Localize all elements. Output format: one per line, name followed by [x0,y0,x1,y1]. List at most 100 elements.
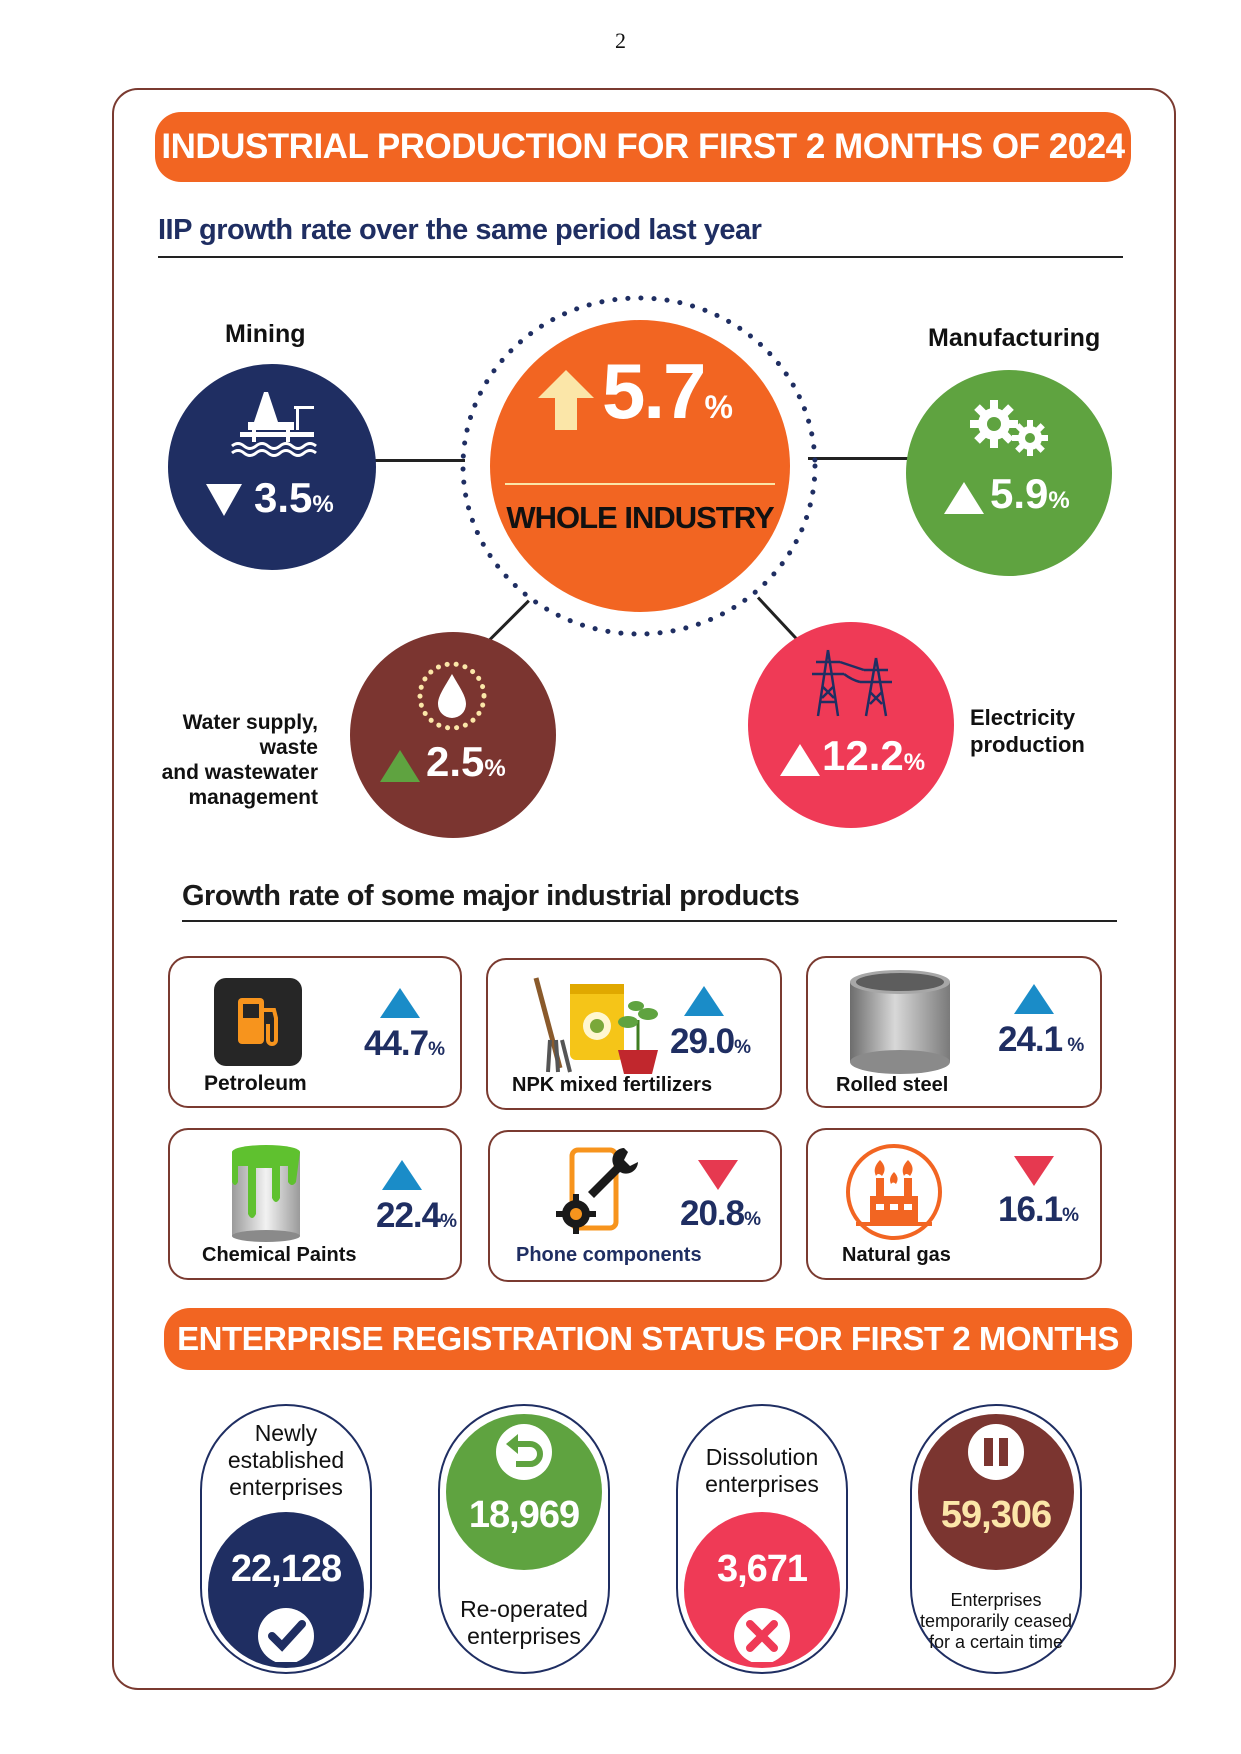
phone-tools-icon [556,1147,638,1234]
electricity-unit: % [903,749,926,776]
enterprise-circle: 18,969 [446,1414,602,1570]
water-label-line-1: Water supply, waste [182,711,318,759]
whole-industry-label: WHOLE INDUSTRY [506,500,774,535]
product-number: 16.1 [998,1190,1063,1229]
product-number: 44.7 [364,1024,429,1063]
up-arrow-icon [1014,984,1054,1014]
product-value: 29.0% [670,1022,751,1062]
enterprise-pill-dissolution: Dissolution enterprises 3,671 [676,1404,848,1674]
enterprise-label-line: enterprises [229,1474,343,1500]
water-value: 2.5% [426,738,506,786]
product-unit: % [428,1039,446,1060]
product-value: 24.1 % [998,1020,1084,1060]
enterprise-value: 3,671 [716,1548,808,1590]
enterprise-label: Re-operated enterprises [440,1596,608,1650]
enterprise-circle: 3,671 [684,1512,840,1668]
water-circle: 2.5% [350,632,556,838]
product-number: 22.4 [376,1196,441,1235]
enterprise-pill-ceased: 59,306 Enterprises temporarily ceased fo… [910,1404,1082,1674]
up-triangle-icon [780,744,820,776]
down-arrow-icon [698,1160,738,1190]
enterprise-label-line: temporarily ceased [919,1611,1073,1631]
product-name: NPK mixed fertilizers [512,1074,713,1096]
manufacturing-value: 5.9% [990,470,1070,518]
product-card-npk-fertilizers: 29.0% NPK mixed fertilizers [486,958,782,1110]
electricity-number: 12.2 [822,732,904,779]
product-name: Chemical Paints [202,1244,357,1266]
product-number: 24.1 [998,1020,1063,1059]
manufacturing-circle: 5.9% [906,370,1112,576]
product-value: 22.4% [376,1196,457,1236]
enterprise-pill-reoperated: 18,969 Re-operated enterprises [438,1404,610,1674]
section-divider [182,920,1117,922]
product-card-chemical-paints: 22.4% Chemical Paints [168,1128,462,1280]
enterprise-label-line: enterprises [467,1623,581,1649]
product-card-petroleum: 44.7% Petroleum [168,956,462,1108]
enterprise-label: Enterprises temporarily ceased for a cer… [912,1590,1080,1653]
product-value: 16.1% [998,1190,1079,1230]
up-arrow-icon [382,1160,422,1190]
whole-industry-value: 5.7% [602,346,733,437]
manufacturing-unit: % [1048,487,1070,514]
product-number: 29.0 [670,1022,735,1061]
water-label-line-2: and wastewater [161,761,318,784]
product-name: Rolled steel [836,1074,949,1096]
enterprise-value: 59,306 [940,1494,1052,1536]
section-divider [158,256,1123,258]
water-label: Water supply, waste and wastewater manag… [130,710,318,810]
gas-plant-icon [846,1144,942,1240]
product-card-rolled-steel: 24.1 % Rolled steel [806,956,1102,1108]
steel-roll-icon [850,970,950,1074]
whole-industry-divider [505,483,775,485]
page-number: 2 [615,28,626,53]
close-icon [734,1608,790,1662]
product-name: Petroleum [204,1072,307,1095]
electricity-label-line-2: production [970,732,1085,757]
industrial-production-banner: INDUSTRIAL PRODUCTION FOR FIRST 2 MONTHS… [155,112,1131,182]
up-arrow-icon [684,986,724,1016]
enterprise-circle: 22,128 [208,1512,364,1668]
product-value: 44.7% [364,1024,445,1064]
whole-industry-number: 5.7 [602,347,706,435]
manufacturing-label: Manufacturing [928,324,1101,352]
enterprise-pill-new: Newly established enterprises 22,128 [200,1404,372,1674]
electricity-label-line-1: Electricity [970,705,1076,730]
pause-icon [968,1424,1024,1480]
product-name: Natural gas [842,1244,951,1266]
checkmark-icon [258,1608,314,1662]
product-card-natural-gas: 16.1% Natural gas [806,1128,1102,1280]
mining-number: 3.5 [254,474,313,521]
paint-can-icon [232,1145,300,1242]
water-drop-icon [417,661,487,731]
mining-value: 3.5% [254,474,334,522]
down-arrow-icon [206,484,242,516]
enterprise-value: 18,969 [468,1494,580,1536]
up-triangle-icon [944,482,984,514]
return-arrow-icon [496,1424,552,1480]
product-unit: % [734,1037,752,1058]
product-unit: % [1062,1205,1080,1226]
enterprise-registration-banner: ENTERPRISE REGISTRATION STATUS FOR FIRST… [164,1308,1132,1419]
down-arrow-icon [1014,1156,1054,1186]
green-up-triangle-icon [380,750,420,782]
mining-circle: 3.5% [168,364,376,570]
power-tower-icon [812,649,892,717]
infographic-frame [112,88,1176,1690]
whole-industry-dotted-ring [460,295,818,637]
connector-mining [375,459,465,462]
enterprise-circle: 59,306 [918,1414,1074,1570]
enterprise-label: Dissolution enterprises [678,1444,846,1498]
mining-unit: % [312,491,334,518]
fertilizer-bag-icon [533,977,658,1074]
enterprise-label-line: Newly [254,1420,318,1446]
gears-icon [970,400,1048,456]
whole-industry-unit: % [704,389,733,425]
product-value: 20.8% [680,1194,761,1234]
product-card-phone-components: 20.8% Phone components [488,1130,782,1282]
manufacturing-number: 5.9 [990,470,1049,517]
iip-section-title: IIP growth rate over the same period las… [158,214,762,246]
products-section-title: Growth rate of some major industrial pro… [182,880,800,912]
electricity-circle: 12.2% [748,622,954,828]
whole-industry-circle: 5.7% WHOLE INDUSTRY [490,320,790,612]
enterprise-label-line: enterprises [705,1471,819,1497]
